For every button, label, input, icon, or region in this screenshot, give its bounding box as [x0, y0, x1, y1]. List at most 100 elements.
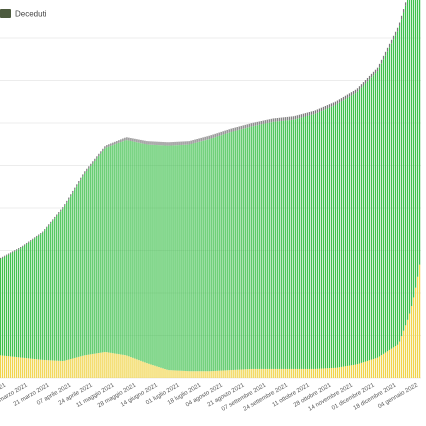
bar-segment-gray: [82, 174, 84, 177]
bar-segment-green: [272, 121, 274, 369]
bar-segment-green: [282, 120, 284, 369]
bar-segment-gray: [74, 187, 76, 190]
bar-segment-green: [408, 0, 411, 314]
bar-segment-green: [262, 123, 264, 369]
bar-segment-green: [202, 140, 204, 372]
bar-segment-gray: [330, 103, 333, 107]
bar-segment-green: [240, 129, 242, 370]
bar-segment-gray: [294, 115, 296, 120]
bar-segment-gray: [62, 207, 64, 209]
bar-segment-yellow: [184, 370, 186, 378]
bar-segment-yellow: [264, 368, 266, 378]
bar-segment-green: [124, 140, 126, 356]
bar-segment-green: [348, 96, 351, 366]
bar-segment-yellow: [332, 367, 335, 378]
bar-segment-gray: [336, 100, 339, 104]
bar-segment-gray: [342, 96, 345, 101]
bar-segment-gray: [370, 73, 373, 78]
bar-segment-green: [398, 25, 401, 342]
bar-segment-green: [106, 147, 108, 353]
bar-segment-green: [148, 144, 150, 364]
bar-segment-gray: [376, 67, 379, 72]
bar-segment-green: [356, 91, 359, 365]
bar-segment-yellow: [356, 364, 359, 378]
bar-segment-gray: [136, 139, 138, 143]
bar-segment-green: [138, 142, 140, 361]
bar-segment-green: [68, 199, 70, 360]
bar-segment-green: [4, 256, 6, 356]
bar-segment-gray: [98, 153, 100, 157]
bar-segment-green: [392, 39, 395, 348]
bar-segment-green: [419, 0, 421, 265]
bar-segment-yellow: [394, 346, 397, 378]
bar-segment-green: [178, 145, 180, 371]
bar-segment-yellow: [328, 368, 331, 378]
bar-segment-gray: [132, 138, 134, 142]
bar-segment-gray: [118, 140, 120, 143]
bar-segment-gray: [102, 148, 104, 152]
bar-segment-yellow: [88, 354, 90, 378]
bar-segment-yellow: [208, 371, 210, 378]
bar-segment-yellow: [164, 369, 166, 378]
bar-segment-gray: [386, 47, 389, 52]
bar-segment-gray: [282, 117, 284, 121]
bar-segment-green: [18, 249, 20, 358]
bar-segment-yellow: [354, 364, 357, 378]
bar-segment-gray: [356, 88, 359, 92]
bar-segment-gray: [78, 181, 80, 184]
bar-segment-green: [374, 73, 377, 359]
bar-segment-gray: [404, 2, 407, 6]
bar-segment-green: [218, 135, 220, 371]
bar-segment-green: [328, 107, 331, 369]
bar-segment-green: [10, 253, 12, 357]
bar-segment-gray: [158, 141, 160, 146]
bar-segment-gray: [198, 138, 200, 142]
bar-segment-yellow: [180, 370, 182, 378]
bar-segment-yellow: [374, 358, 377, 378]
bar-segment-green: [410, 0, 413, 307]
bar-segment-green: [222, 134, 224, 371]
bar-segment-yellow: [252, 368, 254, 378]
bar-segment-gray: [240, 125, 242, 130]
bar-segment-yellow: [62, 360, 64, 378]
bar-segment-green: [180, 144, 182, 371]
bar-segment-green: [326, 108, 329, 369]
bar-segment-gray: [348, 93, 351, 97]
bar-segment-yellow: [14, 356, 16, 378]
bar-segment-gray: [138, 139, 140, 143]
bar-segment-gray: [154, 141, 156, 145]
bar-segment-yellow: [324, 368, 327, 378]
bar-segment-yellow: [320, 368, 322, 378]
bar-segment-yellow: [92, 353, 94, 378]
bar-segment-yellow: [106, 352, 108, 378]
bar-segment-green: [368, 79, 371, 361]
bar-segment-gray: [222, 131, 224, 135]
bar-segment-gray: [64, 204, 66, 206]
bar-segment-green: [72, 192, 74, 359]
bar-segment-yellow: [280, 368, 282, 378]
bar-segment-green: [322, 110, 325, 369]
bar-segment-yellow: [42, 359, 44, 378]
bar-segment-yellow: [20, 357, 22, 378]
bar-segment-gray: [70, 194, 72, 197]
bar-segment-gray: [246, 124, 248, 128]
bar-segment-green: [156, 145, 158, 367]
bar-segment-gray: [14, 250, 16, 252]
bar-segment-yellow: [178, 370, 180, 378]
bar-segment-yellow: [236, 369, 238, 378]
bar-segment-green: [208, 139, 210, 372]
bar-segment-green: [66, 202, 68, 361]
bar-segment-green: [416, 0, 419, 277]
bar-segment-gray: [22, 245, 24, 247]
bar-segment-green: [362, 85, 365, 363]
bar-segment-gray: [122, 138, 124, 142]
bar-segment-yellow: [120, 354, 122, 378]
bar-segment-gray: [346, 94, 349, 98]
bar-segment-yellow: [240, 369, 242, 378]
bar-segment-yellow: [286, 368, 288, 378]
bar-segment-gray: [26, 242, 28, 245]
bar-segment-yellow: [110, 352, 112, 378]
bar-segment-yellow: [298, 368, 300, 378]
bar-segment-gray: [286, 116, 288, 121]
bar-segment-yellow: [182, 370, 184, 378]
